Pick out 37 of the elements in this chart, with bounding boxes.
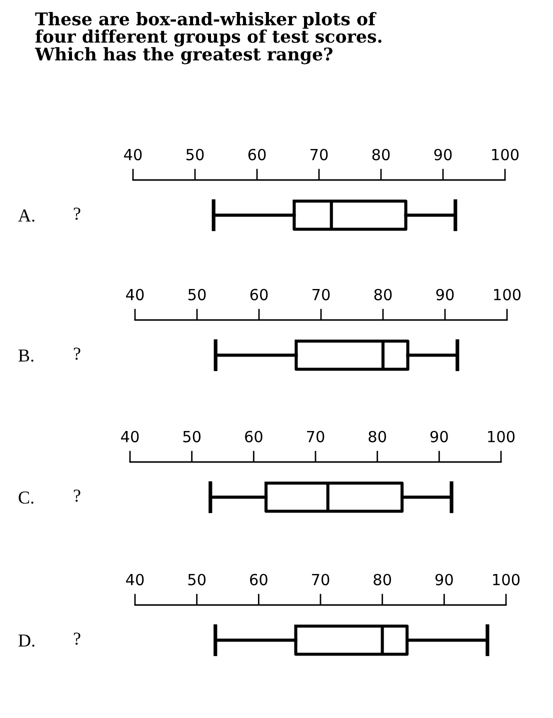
chart-title: These are box-and-whisker plots of four different groups of test scores. Which has the greatest range? (34, 12, 382, 64)
x-tick-label: 100 (493, 574, 520, 586)
y-tick-label: C. (18, 492, 34, 504)
x-tick-label: 100 (488, 430, 515, 442)
x-tick-label: 90 (434, 148, 452, 160)
x-tick-label: 100 (494, 288, 521, 300)
x-tick-label: 80 (372, 148, 390, 160)
x-tick-label: 60 (250, 288, 268, 300)
x-tick-label: 60 (245, 430, 262, 442)
x-tick-label: 50 (183, 430, 201, 442)
x-tick-label: 80 (368, 430, 386, 442)
x-tick-label: 90 (436, 288, 454, 300)
x-tick-label: 50 (186, 148, 204, 160)
text: ? (74, 208, 80, 220)
x-tick-label: 40 (126, 288, 144, 300)
x-tick-label: 60 (250, 574, 268, 586)
x-tick-label: 90 (435, 574, 453, 586)
x-tick-label: 40 (124, 148, 142, 160)
x-tick-label: 50 (188, 288, 206, 300)
text: ? (74, 348, 80, 360)
x-tick-label: 80 (374, 288, 392, 300)
x-tick-label: 40 (126, 574, 144, 586)
x-tick-label: 70 (312, 288, 330, 300)
text: ? (74, 632, 80, 645)
x-tick-label: 100 (492, 148, 519, 160)
x-tick-label: 40 (121, 430, 139, 442)
text: ? (74, 490, 80, 502)
y-tick-label: D. (18, 634, 34, 647)
x-tick-label: 70 (310, 148, 328, 160)
x-tick-label: 60 (248, 148, 266, 160)
x-tick-label: 70 (312, 574, 330, 586)
x-tick-label: 50 (188, 574, 206, 586)
x-tick-label: 80 (374, 574, 392, 586)
y-tick-label: A. (18, 210, 34, 222)
x-tick-label: 70 (307, 430, 324, 442)
y-tick-label: B. (18, 350, 34, 362)
x-tick-label: 90 (430, 430, 448, 442)
